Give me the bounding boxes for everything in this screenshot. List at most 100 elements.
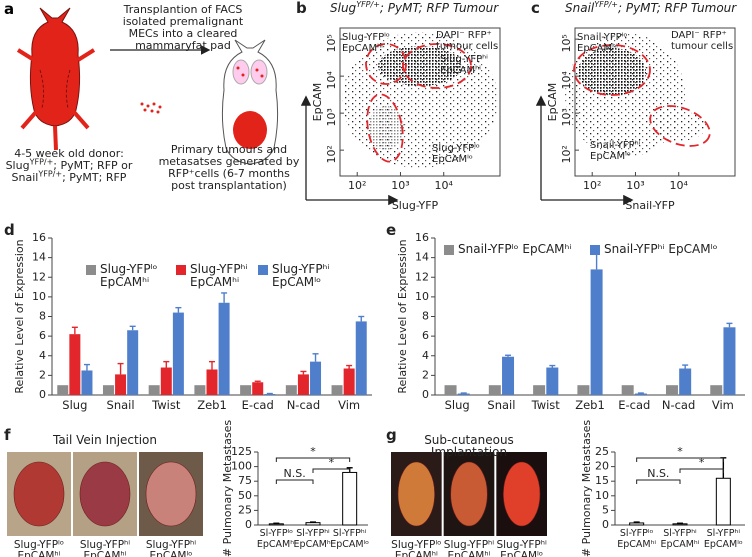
y-axis-label: EpCAM <box>311 83 324 122</box>
bar <box>577 385 590 395</box>
y-tick-label: 5 <box>602 503 609 516</box>
panel-letter: e <box>386 221 397 239</box>
donor-text: 4-5 week old donor: SlugYFP/+; PyMT; RFP… <box>4 148 134 184</box>
y-tick-label: 50 <box>238 489 252 502</box>
bar <box>723 327 736 395</box>
significance-label: * <box>677 445 683 458</box>
lung-tissue <box>397 461 435 527</box>
x-tick-label: Sl-YFPˡᵒ EpCAMʰⁱ <box>617 528 657 550</box>
bar <box>546 367 559 395</box>
legend-label: Slug-YFPʰⁱ EpCAMˡᵒ <box>272 262 330 289</box>
donor-mouse <box>16 7 96 151</box>
gate-label: Snail-YFPˡᵒ EpCAMʰⁱ <box>577 32 628 54</box>
bar <box>629 522 645 526</box>
bar <box>355 321 367 395</box>
bar <box>672 523 688 526</box>
y-tick-label: 8 <box>422 310 429 323</box>
x-tick-label: Slug <box>444 398 470 412</box>
gate <box>573 44 651 96</box>
y-tick-label: 6 <box>422 329 429 342</box>
panel-letter: c <box>531 0 540 17</box>
x-tick-label: Sl-YFPʰⁱ EpCAMˡᵒ <box>330 528 370 550</box>
donor-gene: Snail <box>11 171 39 184</box>
significance-bracket <box>275 479 314 484</box>
y-tick-label: 10⁵ <box>560 34 573 52</box>
x-tick-label: Sl-YFPʰⁱ EpCAMʰⁱ <box>660 528 700 550</box>
y-axis-label: EpCAM <box>546 83 559 122</box>
bar <box>502 356 515 395</box>
gate-note: DAPI⁻ RFP⁺ tumour cells <box>436 30 499 52</box>
x-tick-label: 10² <box>348 179 366 192</box>
bar <box>172 312 184 395</box>
donor-genotype: ; PyMT; RFP <box>62 171 127 184</box>
x-tick-label: 10⁴ <box>670 179 689 192</box>
bar <box>240 385 252 395</box>
x-tick-label: E-cad <box>618 398 651 412</box>
x-tick-label: 10² <box>583 179 601 192</box>
y-tick-label: 10² <box>560 145 573 163</box>
significance-label: N.S. <box>647 467 669 480</box>
y-tick-label: 6 <box>39 329 46 342</box>
y-tick-label: 75 <box>238 474 252 487</box>
bar <box>715 477 731 526</box>
title-part: YFP/+ <box>356 0 380 9</box>
panel-title: Sub-cutaneous Implantation <box>424 433 514 459</box>
significance-bracket <box>679 468 724 473</box>
y-tick-label: 10³ <box>560 108 573 126</box>
panel-letter: g <box>386 426 397 444</box>
significance-bracket <box>636 457 724 462</box>
title-part: ; PyMT; RFP Tumour <box>379 1 499 15</box>
y-tick-label: 0 <box>39 388 46 401</box>
gate-label: Snail-YFPʰⁱ EpCAMˡᵒ <box>590 140 641 162</box>
lung-tissue <box>13 461 65 527</box>
gate <box>366 93 404 163</box>
significance-bracket <box>312 468 351 473</box>
legend-swatch <box>444 245 454 255</box>
bar <box>81 370 93 395</box>
y-tick-label: 4 <box>422 349 429 362</box>
lung-tissue <box>503 461 541 527</box>
event-cloud <box>650 111 706 141</box>
transplant-text: Transplantion of FACS isolated premalign… <box>122 3 244 52</box>
panel-letter: d <box>4 221 15 239</box>
panel-letter: a <box>4 0 15 18</box>
lung-tissue <box>450 461 488 527</box>
significance-label: * <box>310 445 316 458</box>
bar <box>69 334 81 395</box>
x-tick-label: Twist <box>152 398 181 412</box>
image-caption: Slug-YFPˡᵒ EpCAMʰⁱ <box>391 539 442 557</box>
gate <box>402 43 472 89</box>
y-tick-label: 2 <box>422 368 429 381</box>
image-caption: Slug-YFPʰⁱ EpCAMʰⁱ <box>79 539 131 557</box>
y-tick-label: 12 <box>32 270 46 283</box>
title-part: ; PyMT; RFP Tumour <box>617 1 737 15</box>
legend-swatch <box>590 245 600 255</box>
y-tick-label: 16 <box>415 231 429 244</box>
significance-label: * <box>699 456 705 469</box>
bar <box>310 361 322 395</box>
y-tick-label: 0 <box>602 518 609 531</box>
y-tick-label: 0 <box>245 518 252 531</box>
legend-label: Snail-YFPˡᵒ EpCAMʰⁱ <box>458 242 572 256</box>
gate <box>649 105 711 147</box>
bar <box>621 385 634 395</box>
bar <box>160 367 172 395</box>
recipient-mouse <box>221 39 279 165</box>
significance-bracket <box>636 479 681 484</box>
y-axis-label: # Pulmonary Metastases <box>580 420 593 557</box>
x-tick-label: Snail <box>487 398 516 412</box>
x-tick-label: Sl-YFPʰⁱ EpCAMʰⁱ <box>293 528 333 550</box>
panel-letter: f <box>4 426 11 444</box>
y-tick-label: 10² <box>325 145 338 163</box>
outcome-text: Primary tumours and metasatses generated… <box>158 143 300 192</box>
y-tick-label: 10 <box>415 290 429 303</box>
donor-intro: 4-5 week old donor: <box>14 147 124 160</box>
bar <box>285 385 297 395</box>
x-tick-label: Slug <box>62 398 88 412</box>
y-tick-label: 14 <box>415 251 429 264</box>
bar <box>331 385 343 395</box>
legend-swatch <box>258 265 268 275</box>
bar <box>252 382 264 395</box>
y-tick-label: 25 <box>595 445 609 458</box>
